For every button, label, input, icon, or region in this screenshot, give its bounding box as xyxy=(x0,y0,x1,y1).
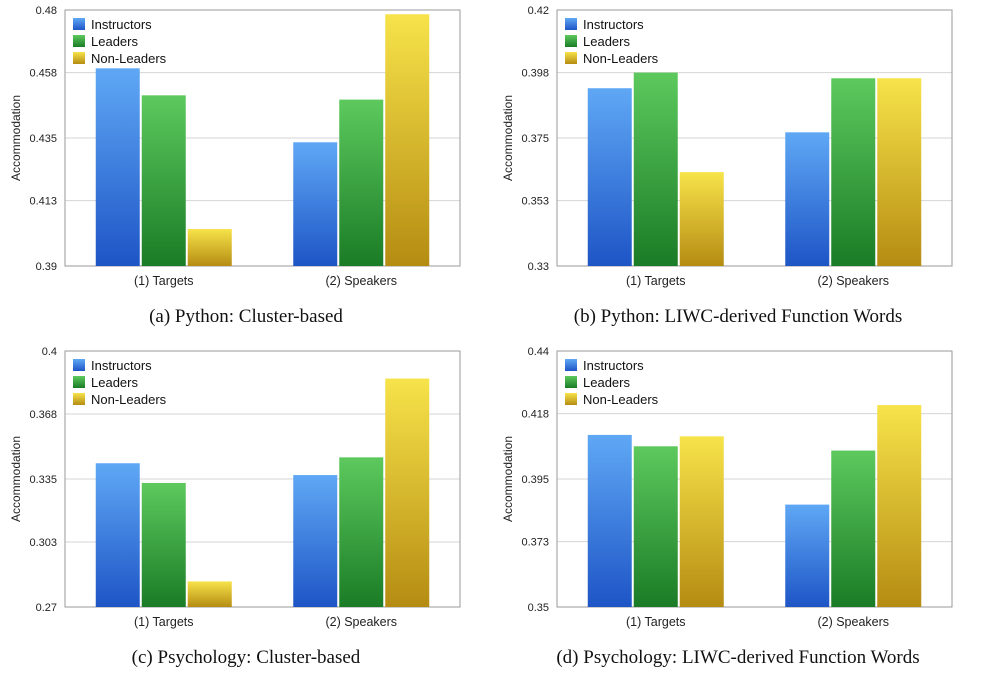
y-tick-label: 0.458 xyxy=(29,68,57,80)
legend-swatch xyxy=(73,393,85,405)
bar-leaders-2 xyxy=(831,450,876,607)
x-category-label: (1) Targets xyxy=(626,274,686,288)
bar-chart-a: 0.39 0.413 0.435 0.458 0.48 (1) Targets (2) Sp… xyxy=(9,5,461,288)
y-tick-label: 0.39 xyxy=(36,261,57,273)
legend-label: Instructors xyxy=(91,358,152,373)
y-tick-label: 0.48 xyxy=(36,5,57,17)
y-tick-label: 0.35 xyxy=(528,602,549,614)
y-tick-label: 0.398 xyxy=(521,68,549,80)
chart-panel-a: 0.39 0.413 0.435 0.458 0.48 (1) Targets (2) Sp… xyxy=(0,0,492,341)
legend-swatch xyxy=(565,35,577,47)
y-tick-label: 0.27 xyxy=(36,602,57,614)
legend-label: Non-Leaders xyxy=(583,51,659,66)
legend-label: Non-Leaders xyxy=(91,51,167,66)
bar-leaders-2 xyxy=(339,457,384,607)
x-category-label: (1) Targets xyxy=(134,615,194,629)
y-tick-label: 0.368 xyxy=(29,409,57,421)
bar-leaders-2 xyxy=(831,78,876,267)
bar-non-leaders-2 xyxy=(877,405,922,607)
bar-instructors-2 xyxy=(293,142,338,266)
bar-instructors-1 xyxy=(587,88,632,266)
x-category-label: (2) Speakers xyxy=(325,615,397,629)
bar-leaders-2 xyxy=(339,99,384,266)
x-category-label: (1) Targets xyxy=(134,274,194,288)
legend-swatch xyxy=(565,52,577,64)
legend-swatch xyxy=(73,18,85,30)
legend-swatch xyxy=(565,359,577,371)
y-axis-label: Accommodation xyxy=(9,436,23,522)
chart-caption-c: (c) Psychology: Cluster-based xyxy=(131,647,361,668)
y-tick-label: 0.42 xyxy=(528,5,549,17)
y-tick-label: 0.418 xyxy=(521,409,549,421)
y-tick-label: 0.303 xyxy=(29,537,57,549)
bar-leaders-1 xyxy=(633,446,678,607)
legend-label: Leaders xyxy=(583,375,630,390)
bar-instructors-1 xyxy=(95,68,140,266)
legend-swatch xyxy=(565,393,577,405)
y-axis-label: Accommodation xyxy=(501,95,515,181)
y-axis-label: Accommodation xyxy=(501,436,515,522)
y-tick-label: 0.33 xyxy=(528,261,549,273)
x-category-label: (2) Speakers xyxy=(325,274,397,288)
bar-instructors-2 xyxy=(293,475,338,607)
bar-non-leaders-1 xyxy=(679,172,724,266)
bar-non-leaders-2 xyxy=(385,14,430,267)
bar-chart-b: 0.33 0.353 0.375 0.398 0.42 (1) Targets (2) Sp… xyxy=(501,5,953,288)
bar-leaders-1 xyxy=(141,482,186,607)
legend-swatch xyxy=(73,376,85,388)
legend-label: Non-Leaders xyxy=(91,392,167,407)
bar-non-leaders-2 xyxy=(877,78,922,267)
legend-label: Instructors xyxy=(583,358,644,373)
bar-instructors-1 xyxy=(587,434,632,607)
bar-instructors-2 xyxy=(785,132,830,266)
bar-instructors-2 xyxy=(785,504,830,607)
y-tick-label: 0.435 xyxy=(29,133,57,145)
plot-frame xyxy=(556,350,953,608)
legend-label: Instructors xyxy=(91,17,152,32)
legend-label: Leaders xyxy=(91,34,138,49)
chart-caption-d: (d) Psychology: LIWC-derived Function Wo… xyxy=(556,647,920,668)
legend-label: Instructors xyxy=(583,17,644,32)
legend-label: Leaders xyxy=(91,375,138,390)
bar-chart-d: 0.35 0.373 0.395 0.418 0.44 (1) Targets (2) Sp… xyxy=(501,346,953,629)
bar-non-leaders-1 xyxy=(187,229,232,266)
bar-non-leaders-2 xyxy=(385,378,430,607)
bar-instructors-1 xyxy=(95,463,140,607)
chart-panel-d: 0.35 0.373 0.395 0.418 0.44 (1) Targets (2) Sp… xyxy=(492,341,984,682)
y-tick-label: 0.375 xyxy=(521,133,549,145)
y-tick-label: 0.44 xyxy=(528,346,549,358)
bar-leaders-1 xyxy=(141,95,186,266)
x-category-label: (2) Speakers xyxy=(817,274,889,288)
plot-frame xyxy=(64,9,461,267)
legend-swatch xyxy=(565,18,577,30)
legend-swatch xyxy=(73,359,85,371)
bar-non-leaders-1 xyxy=(187,581,232,607)
legend-label: Leaders xyxy=(583,34,630,49)
chart-panel-b: 0.33 0.353 0.375 0.398 0.42 (1) Targets (2) Sp… xyxy=(492,0,984,341)
plot-frame xyxy=(64,350,461,608)
legend-swatch xyxy=(565,376,577,388)
bar-non-leaders-1 xyxy=(679,436,724,607)
legend-swatch xyxy=(73,52,85,64)
y-tick-label: 0.373 xyxy=(521,537,549,549)
y-tick-label: 0.413 xyxy=(29,196,57,208)
plot-frame xyxy=(556,9,953,267)
legend-label: Non-Leaders xyxy=(583,392,659,407)
y-tick-label: 0.4 xyxy=(42,346,57,358)
y-tick-label: 0.395 xyxy=(521,474,549,486)
x-category-label: (2) Speakers xyxy=(817,615,889,629)
bar-leaders-1 xyxy=(633,72,678,266)
chart-caption-b: (b) Python: LIWC-derived Function Words xyxy=(573,306,903,327)
y-tick-label: 0.335 xyxy=(29,474,57,486)
y-tick-label: 0.353 xyxy=(521,196,549,208)
bar-chart-c: 0.27 0.303 0.335 0.368 0.4 (1) Targets (2) Spe… xyxy=(9,346,461,629)
x-category-label: (1) Targets xyxy=(626,615,686,629)
chart-panel-c: 0.27 0.303 0.335 0.368 0.4 (1) Targets (2) Spe… xyxy=(0,341,492,682)
legend-swatch xyxy=(73,35,85,47)
y-axis-label: Accommodation xyxy=(9,95,23,181)
chart-caption-a: (a) Python: Cluster-based xyxy=(149,306,343,327)
